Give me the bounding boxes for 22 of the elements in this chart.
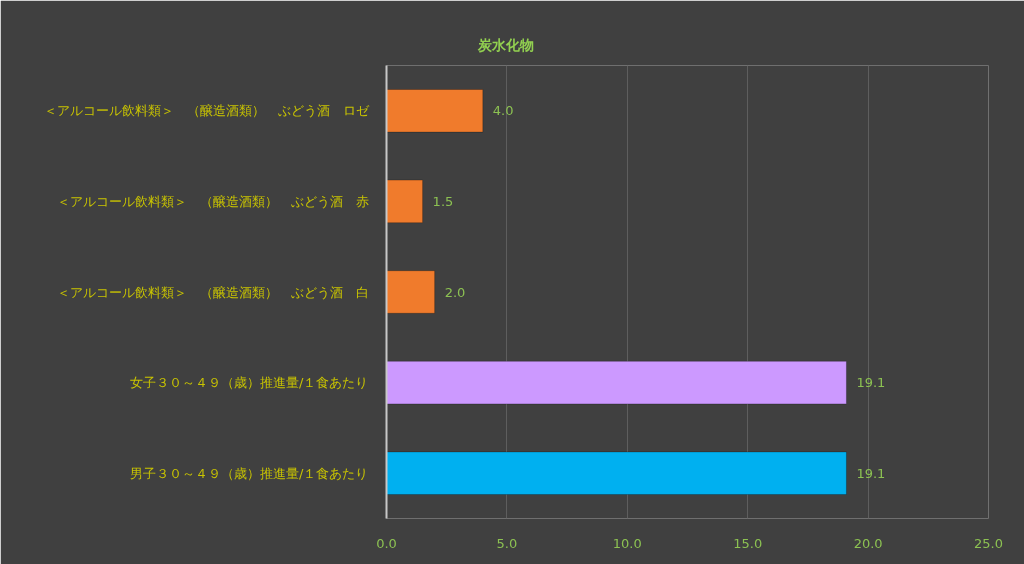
y-tick-label: 女子３０～４９（歳）推進量/１食あたり xyxy=(130,375,369,391)
bar xyxy=(386,89,484,133)
x-tick-label: 25.0 xyxy=(974,535,1003,551)
data-label: 19.1 xyxy=(856,375,886,391)
y-tick-label: ＜アルコール飲料類＞ （醸造酒類） ぶどう酒 ロゼ xyxy=(43,103,370,119)
x-tick-label: 5.0 xyxy=(496,535,518,551)
y-tick-label: ＜アルコール飲料類＞ （醸造酒類） ぶどう酒 白 xyxy=(56,284,369,300)
x-tick-label: 0.0 xyxy=(376,535,397,551)
data-label: 4.0 xyxy=(492,103,514,119)
y-tick-label: ＜アルコール飲料類＞ （醸造酒類） ぶどう酒 赤 xyxy=(56,193,369,209)
bar xyxy=(386,360,847,405)
data-label: 19.1 xyxy=(856,465,886,481)
data-label: 1.5 xyxy=(432,193,454,209)
bar xyxy=(386,179,424,224)
x-tick-label: 15.0 xyxy=(733,535,763,551)
x-tick-label: 20.0 xyxy=(853,535,883,551)
x-tick-label: 10.0 xyxy=(612,535,642,551)
bar xyxy=(386,270,436,314)
bar xyxy=(386,451,847,495)
y-tick-label: 男子３０～４９（歳）推進量/１食あたり xyxy=(130,465,369,481)
data-label: 2.0 xyxy=(444,284,466,300)
chart-title: 炭水化物 xyxy=(476,36,534,53)
